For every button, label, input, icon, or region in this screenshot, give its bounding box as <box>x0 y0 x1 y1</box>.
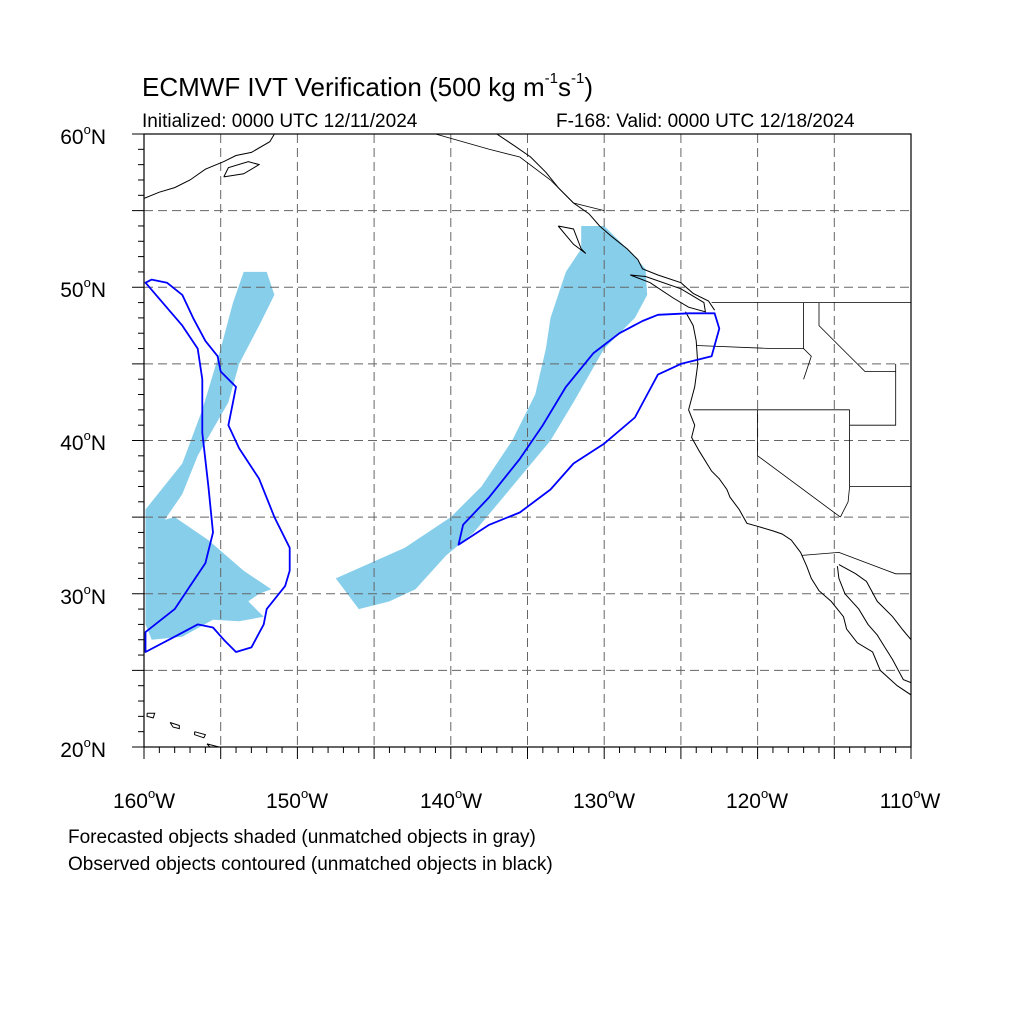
graticule <box>144 134 911 747</box>
axis-ticks <box>132 133 912 759</box>
coastline-mexico-mainland <box>838 564 911 641</box>
title-main: ECMWF IVT Verification (500 kg m <box>142 72 545 102</box>
x-label-120w: 120oW <box>725 786 789 813</box>
forecast-object-southern-blob <box>145 517 272 640</box>
legend-observed: Observed objects contoured (unmatched ob… <box>68 854 553 875</box>
coastlines <box>144 134 911 747</box>
coastline-haida-gwaii <box>557 225 587 254</box>
forecast-object-northern-plume <box>145 271 275 548</box>
border-ca-nv <box>757 409 841 518</box>
forecast-objects <box>145 226 648 640</box>
title-exponent-1: -1 <box>544 70 558 87</box>
border-nv-az <box>840 409 850 518</box>
coastline-hawaii-oahu <box>169 722 180 730</box>
y-label-20: 20oN <box>60 735 106 762</box>
title-end: ) <box>584 72 593 102</box>
observed-contour-northeast-pacific-contour <box>457 312 721 546</box>
border-bc-alaska <box>435 134 605 211</box>
valid-label: F-168: Valid: 0000 UTC 12/18/2024 <box>556 111 855 132</box>
y-label-60: 60oN <box>60 122 106 149</box>
coastline-hawaii-kauai <box>146 712 156 719</box>
page-title: ECMWF IVT Verification (500 kg m-1s-1) <box>142 71 593 102</box>
title-mid: s <box>557 72 571 102</box>
x-label-130w: 130oW <box>572 786 636 813</box>
title-exponent-2: -1 <box>570 70 585 87</box>
coastline-us-west-coast <box>685 311 911 696</box>
coastline-hawaii-maui <box>194 731 207 739</box>
y-label-40: 40oN <box>60 428 106 455</box>
border-us-mexico <box>802 551 911 575</box>
x-label-160w: 160oW <box>112 786 176 813</box>
forecast-object-main-river <box>335 226 648 610</box>
x-label-150w: 150oW <box>265 786 329 813</box>
coastline-alaska-peninsula <box>144 134 275 199</box>
border-id-west <box>803 302 812 380</box>
coastline-bc-se-alaska <box>496 134 716 311</box>
legend-forecast: Forecasted objects shaded (unmatched obj… <box>68 827 536 848</box>
x-label-110w: 110oW <box>879 786 941 813</box>
map-frame <box>143 133 912 748</box>
observed-contour-central-pacific-contour <box>144 278 291 653</box>
coastline-kodiak <box>223 161 261 178</box>
y-label-50: 50oN <box>60 275 106 302</box>
border-wy-line <box>849 363 897 426</box>
initialized-label: Initialized: 0000 UTC 12/11/2024 <box>142 111 418 132</box>
coastline-baja-east-mainland <box>836 566 911 684</box>
border-id-mt <box>818 302 896 372</box>
x-label-140w: 140oW <box>419 786 483 813</box>
observed-objects <box>144 278 721 653</box>
coastline-vancouver-island <box>630 274 707 313</box>
y-label-30: 30oN <box>60 582 106 609</box>
border-wa-or <box>696 345 804 350</box>
